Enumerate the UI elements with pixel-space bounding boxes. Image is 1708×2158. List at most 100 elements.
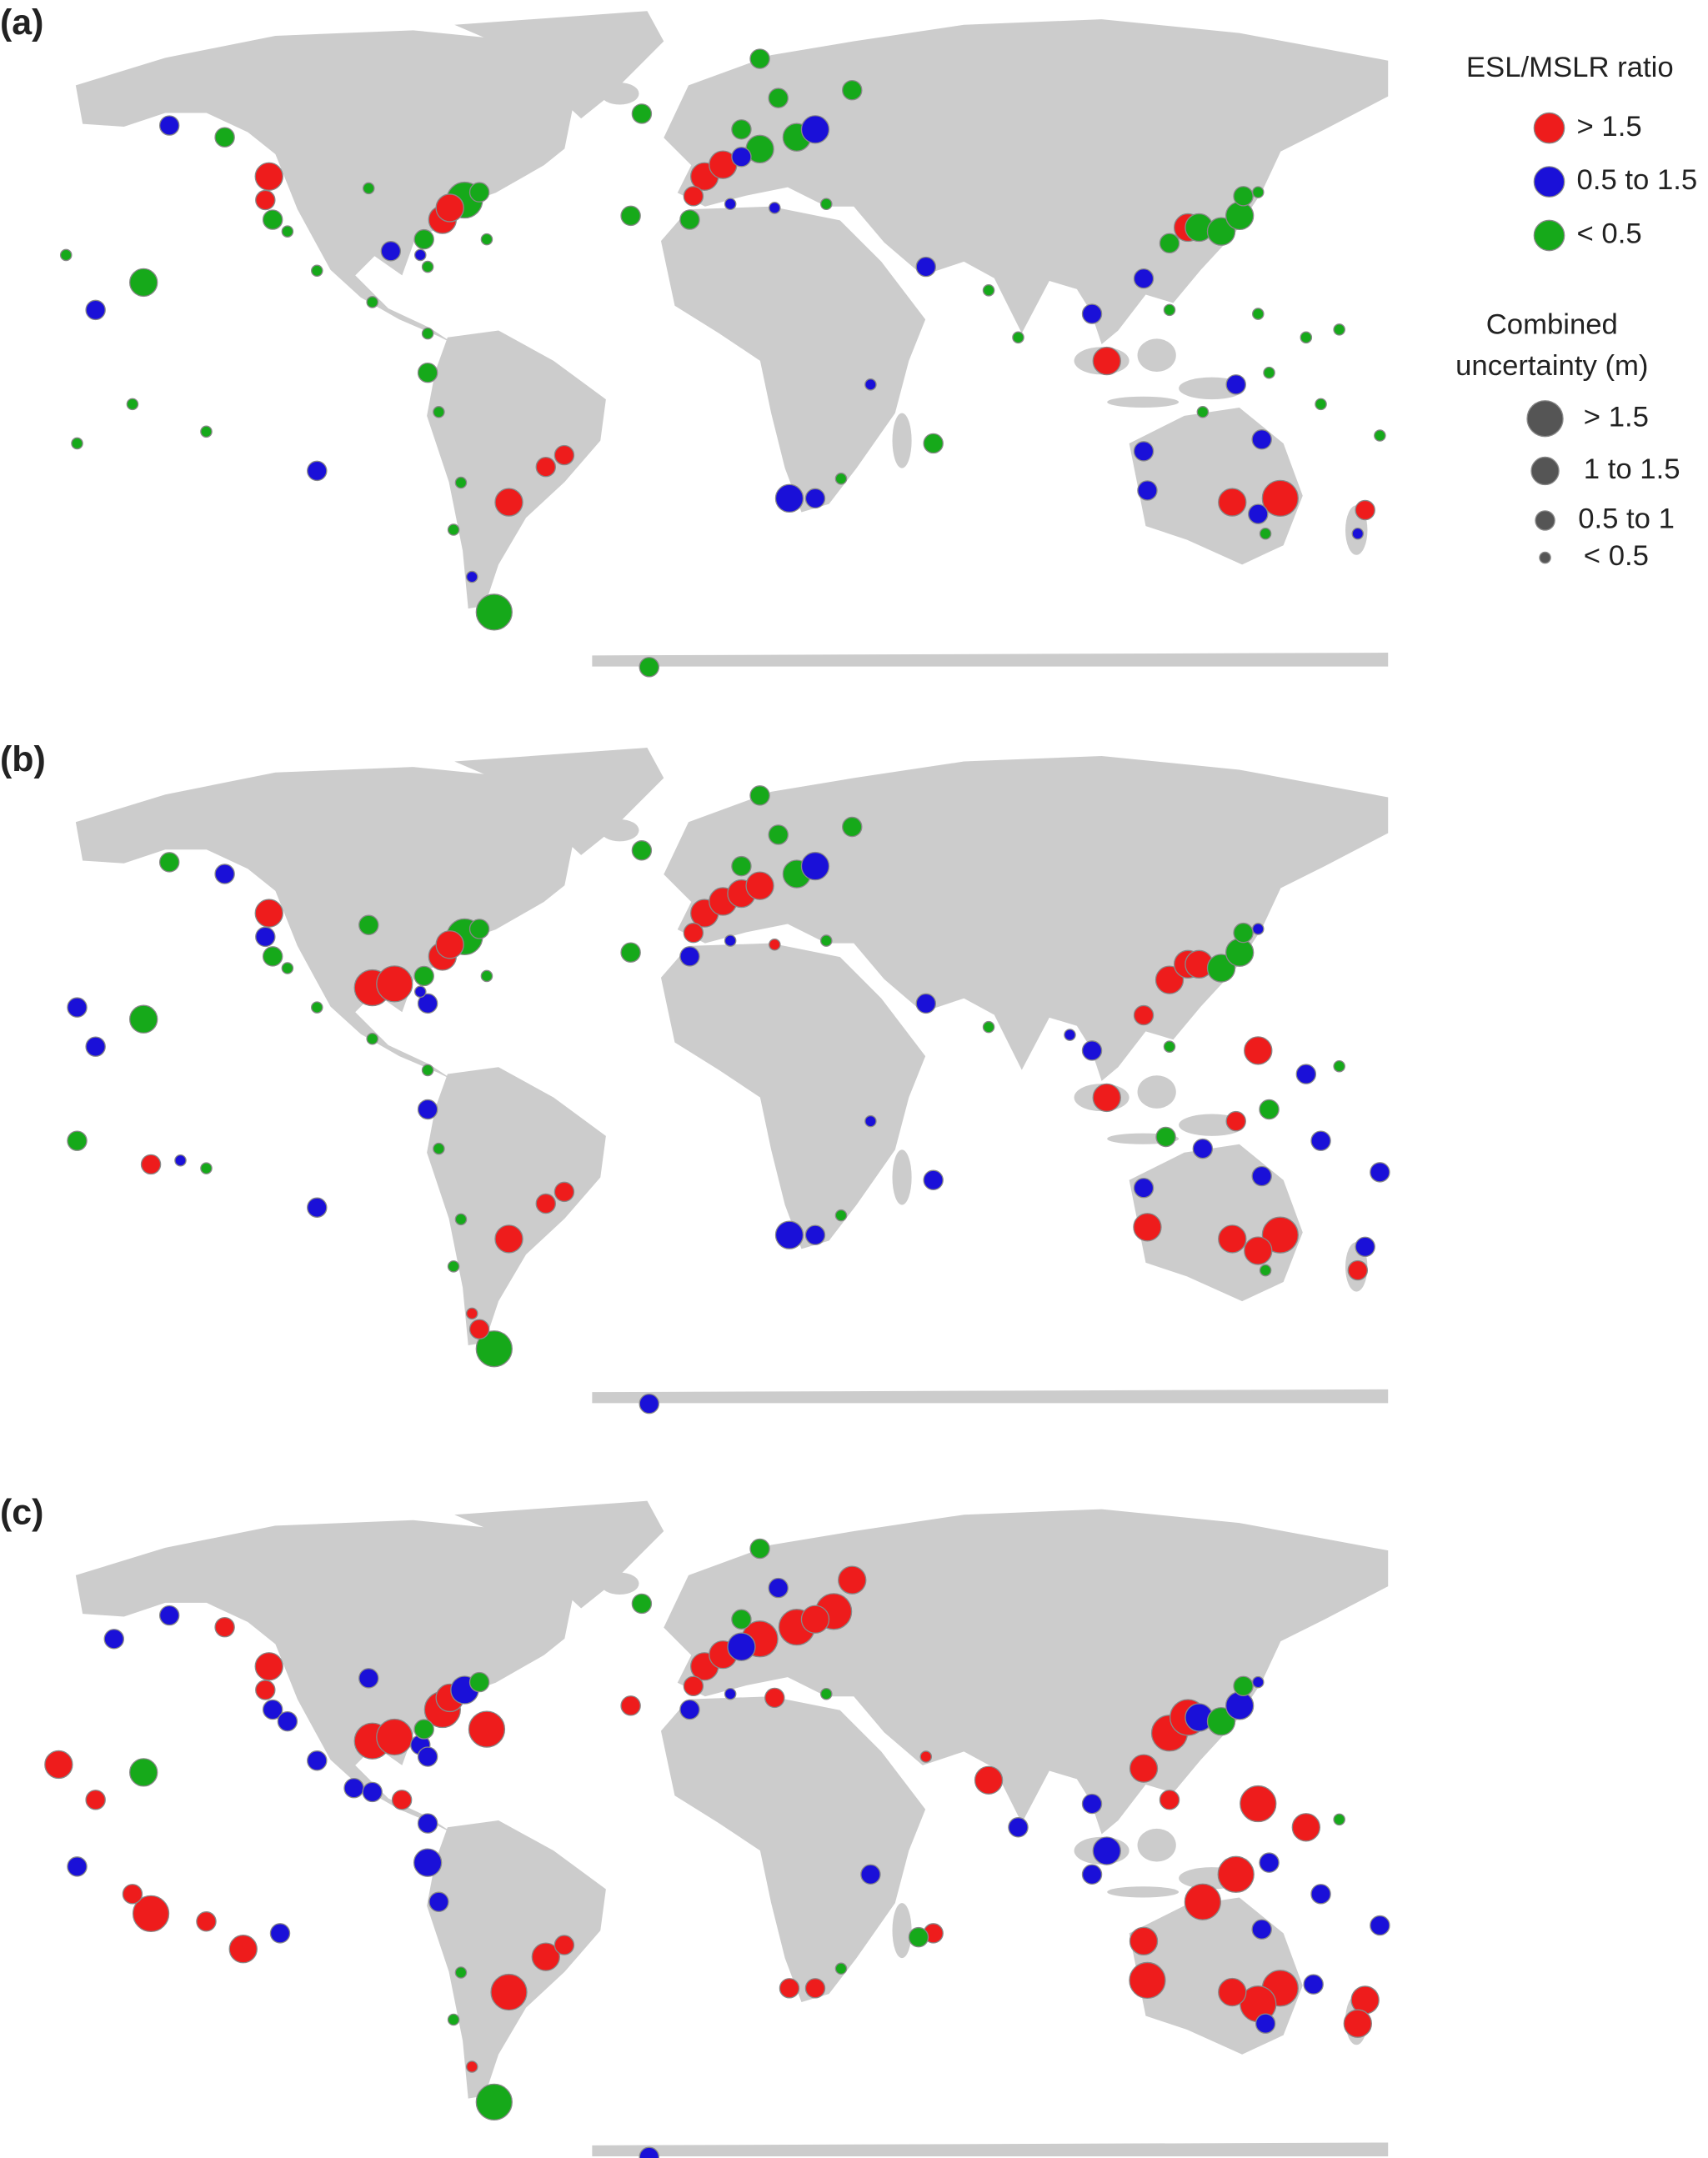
legend-label: 1 to 1.5 <box>1584 453 1680 485</box>
station-marker <box>864 1114 877 1128</box>
station-marker <box>1155 1126 1176 1148</box>
station-marker <box>376 1718 413 1756</box>
station-marker <box>639 1393 659 1414</box>
station-marker <box>391 1790 413 1810</box>
station-marker <box>435 193 464 223</box>
station-marker <box>468 182 490 203</box>
station-marker <box>490 1973 528 2011</box>
station-marker <box>103 1629 125 1650</box>
station-marker <box>1251 1919 1272 1940</box>
station-marker <box>480 233 493 246</box>
station-marker <box>1008 1817 1029 1838</box>
station-marker <box>71 437 83 450</box>
station-marker <box>417 1813 438 1834</box>
station-marker <box>1137 480 1158 501</box>
station-marker <box>494 488 523 517</box>
station-marker <box>774 483 804 513</box>
station-marker <box>620 1695 641 1716</box>
station-marker <box>468 919 490 939</box>
station-marker <box>804 1224 826 1245</box>
legend-title: Combined <box>1486 309 1618 341</box>
station-marker <box>842 79 863 101</box>
station-marker <box>620 205 641 227</box>
station-marker <box>447 523 460 536</box>
station-marker <box>1133 1177 1155 1199</box>
station-marker <box>1081 303 1103 324</box>
station-marker <box>915 256 937 278</box>
station-marker <box>454 1966 468 1979</box>
station-marker <box>200 1162 213 1174</box>
station-marker <box>1333 1813 1345 1826</box>
station-marker <box>255 1680 276 1700</box>
station-marker <box>1159 1790 1180 1810</box>
map-panel: (b) <box>0 739 1390 1414</box>
station-marker <box>834 1962 848 1975</box>
station-marker <box>447 1260 460 1273</box>
station-marker <box>1206 1706 1236 1736</box>
station-marker <box>1248 503 1269 524</box>
station-marker <box>1155 965 1185 994</box>
station-marker <box>228 1935 258 1964</box>
station-marker <box>1259 527 1272 540</box>
station-marker <box>417 1746 438 1767</box>
station-marker <box>1012 331 1024 344</box>
station-marker <box>1310 1884 1331 1905</box>
station-marker <box>923 1169 944 1190</box>
station-marker <box>413 1719 434 1740</box>
station-marker <box>1310 1130 1331 1151</box>
station-marker <box>262 1699 283 1720</box>
station-marker <box>343 1777 364 1799</box>
legend: ESL/MSLR ratio > 1.5 0.5 to 1.5 < 0.5 Combin… <box>1455 52 1697 572</box>
legend-swatch <box>1533 112 1565 144</box>
station-marker <box>631 840 653 861</box>
station-marker <box>727 1632 756 1661</box>
station-marker <box>254 899 283 928</box>
station-marker <box>59 248 73 262</box>
station-marker <box>768 88 789 108</box>
legend-swatch <box>1533 219 1565 252</box>
station-marker <box>1244 1036 1273 1065</box>
station-marker <box>214 127 235 148</box>
station-marker <box>158 115 180 136</box>
station-marker <box>277 1710 298 1732</box>
station-marker <box>724 198 737 211</box>
station-marker <box>1251 1165 1272 1187</box>
station-marker <box>417 1099 438 1120</box>
station-marker <box>85 1036 106 1057</box>
station-marker <box>1374 429 1386 442</box>
station-marker <box>834 1209 848 1222</box>
station-marker <box>307 1750 328 1771</box>
station-marker <box>679 946 700 967</box>
land-mass <box>75 1500 1389 2157</box>
legend-title: uncertainty (m) <box>1455 350 1648 382</box>
station-marker <box>494 1224 523 1254</box>
station-marker <box>363 182 375 195</box>
legend-label: < 0.5 <box>1584 540 1649 572</box>
station-marker <box>535 1193 557 1214</box>
station-marker <box>1233 1675 1254 1697</box>
station-marker <box>433 406 445 418</box>
station-marker <box>255 189 276 211</box>
station-marker <box>255 926 276 948</box>
land-mass <box>75 11 1389 667</box>
station-marker <box>366 1032 378 1045</box>
station-marker <box>475 2083 513 2120</box>
station-marker <box>908 1926 929 1948</box>
station-marker <box>380 241 402 262</box>
station-marker <box>679 1699 700 1720</box>
station-marker <box>1218 1224 1247 1254</box>
station-marker <box>842 816 863 838</box>
station-marker <box>1251 186 1265 198</box>
station-marker <box>1233 922 1254 944</box>
station-marker <box>724 1687 737 1700</box>
legend-title: ESL/MSLR ratio <box>1466 52 1674 83</box>
station-marker <box>1261 479 1299 517</box>
station-marker <box>254 1652 283 1681</box>
station-marker <box>1225 938 1255 967</box>
station-marker <box>1263 366 1275 379</box>
station-marker <box>1355 499 1375 521</box>
station-marker <box>819 934 833 947</box>
station-marker <box>1251 429 1272 450</box>
station-marker <box>417 993 438 1014</box>
